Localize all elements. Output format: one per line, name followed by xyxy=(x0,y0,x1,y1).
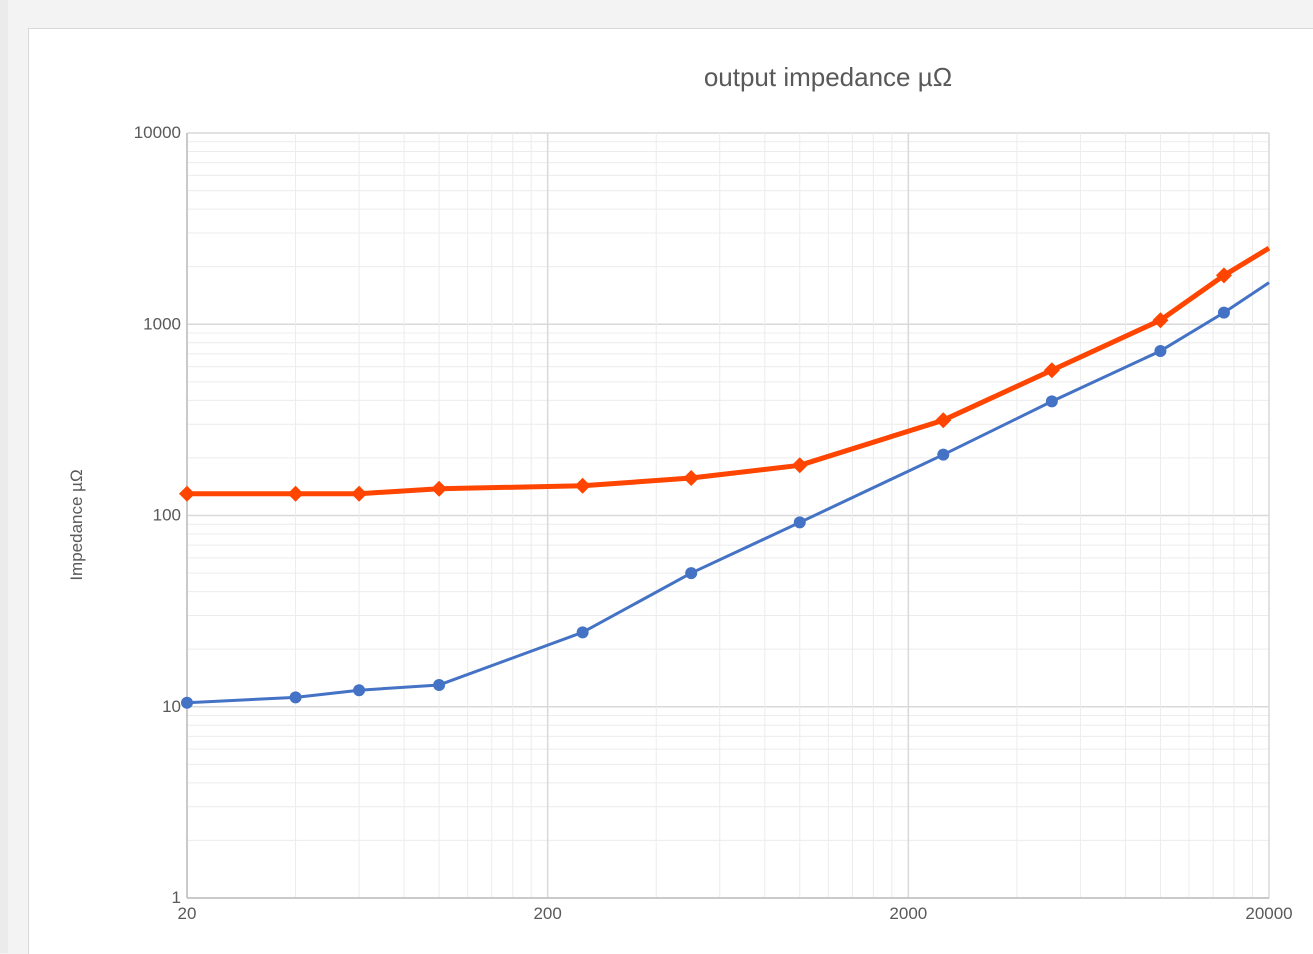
chart-title: output impedance µΩ xyxy=(704,62,952,92)
data-point xyxy=(574,477,591,494)
series-1-line xyxy=(187,246,1271,497)
y-tick-label: 1 xyxy=(172,888,181,907)
data-point xyxy=(1152,312,1169,329)
data-point xyxy=(179,485,195,502)
y-tick-label: 100 xyxy=(153,506,181,525)
data-point xyxy=(431,480,448,497)
series-1 xyxy=(179,246,1271,502)
data-point xyxy=(289,691,302,704)
tick-labels: 20 200 2000 20000 1 10 100 1000 10000 xyxy=(134,123,1293,923)
x-tick-label: 20 xyxy=(178,904,197,923)
data-point xyxy=(791,457,808,474)
data-point xyxy=(433,678,446,691)
data-point xyxy=(935,412,952,429)
series-group xyxy=(179,246,1271,709)
data-point xyxy=(793,516,806,529)
data-point xyxy=(937,448,950,461)
series-2-line xyxy=(186,281,1270,705)
gridlines xyxy=(186,132,1270,899)
axes xyxy=(186,133,1269,899)
data-point xyxy=(683,470,700,487)
x-tick-label: 2000 xyxy=(889,904,927,923)
data-point xyxy=(181,696,193,709)
series-2 xyxy=(181,281,1270,709)
data-point xyxy=(1045,395,1058,408)
data-point xyxy=(1215,267,1232,284)
y-tick-label: 10 xyxy=(162,697,181,716)
data-point xyxy=(287,485,304,502)
data-point xyxy=(351,485,368,502)
chart-panel xyxy=(28,28,1313,954)
data-point xyxy=(1217,306,1230,319)
y-axis-label: Impedance µΩ xyxy=(67,469,86,580)
window-edge xyxy=(0,0,8,953)
data-point xyxy=(1154,344,1167,357)
y-tick-label: 10000 xyxy=(134,123,181,142)
data-point xyxy=(576,626,589,639)
x-tick-label: 20000 xyxy=(1245,904,1292,923)
y-tick-label: 1000 xyxy=(143,314,181,333)
data-point xyxy=(1043,362,1060,379)
x-tick-label: 200 xyxy=(533,904,561,923)
data-point xyxy=(353,684,366,697)
data-point xyxy=(685,567,698,580)
